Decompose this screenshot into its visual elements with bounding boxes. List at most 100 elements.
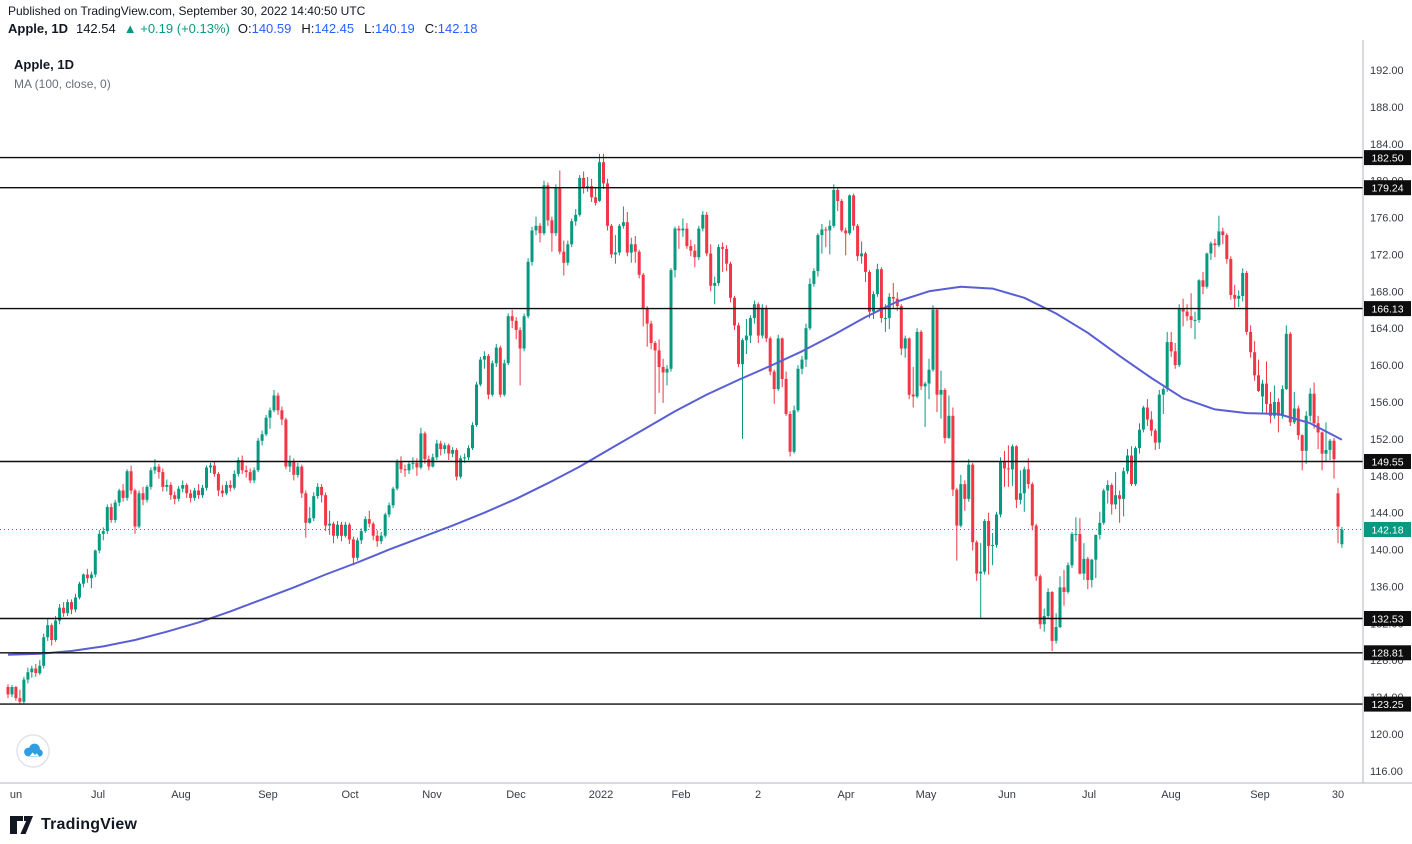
candle bbox=[1130, 446, 1133, 486]
candle-body bbox=[62, 607, 66, 614]
legend-symbol[interactable]: Apple, 1D bbox=[14, 57, 74, 72]
x-axis-label[interactable]: Aug bbox=[1161, 789, 1181, 801]
legend-ma-indicator[interactable]: MA (100, close, 0) bbox=[14, 77, 111, 91]
candle bbox=[915, 328, 919, 399]
candle bbox=[681, 218, 685, 237]
candle-body bbox=[748, 318, 752, 336]
candle bbox=[1217, 215, 1221, 248]
candle bbox=[133, 488, 137, 534]
x-axis-label[interactable]: Oct bbox=[341, 789, 358, 801]
x-axis-label[interactable]: un bbox=[10, 789, 22, 801]
candle-body bbox=[891, 296, 895, 299]
candle-body bbox=[752, 304, 756, 318]
x-axis-label[interactable]: Feb bbox=[672, 789, 691, 801]
y-axis-tick-label: 192.00 bbox=[1370, 65, 1404, 77]
x-axis-label[interactable]: 30 bbox=[1332, 789, 1344, 801]
candle-body bbox=[772, 371, 776, 390]
price-chart-canvas[interactable]: 192.00188.00184.00180.00176.00172.00168.… bbox=[0, 40, 1412, 805]
candle-body bbox=[1054, 627, 1058, 641]
x-axis-label[interactable]: Aug bbox=[171, 789, 191, 801]
candle-body bbox=[1261, 383, 1264, 397]
candle bbox=[1312, 382, 1316, 429]
candle-body bbox=[1102, 490, 1106, 523]
candle-body bbox=[1265, 383, 1268, 404]
candle-body bbox=[1114, 495, 1118, 505]
candle-body bbox=[70, 602, 73, 610]
candle bbox=[494, 343, 498, 367]
x-axis-label[interactable]: Jul bbox=[1082, 789, 1096, 801]
x-axis-label[interactable]: Apr bbox=[837, 789, 854, 801]
candle bbox=[725, 245, 729, 271]
candle-body bbox=[463, 457, 467, 459]
candle bbox=[459, 455, 463, 479]
y-axis-tick-label: 140.00 bbox=[1370, 545, 1404, 557]
x-axis-label[interactable]: 2022 bbox=[589, 789, 613, 801]
time-axis[interactable] bbox=[0, 783, 1412, 805]
tradingview-logo-icon[interactable] bbox=[9, 815, 34, 835]
x-axis-label[interactable]: 2 bbox=[755, 789, 761, 801]
candle-body bbox=[776, 338, 780, 390]
candle bbox=[316, 483, 320, 499]
candle-body bbox=[1205, 253, 1209, 287]
candle-body bbox=[594, 197, 598, 203]
candle-body bbox=[66, 602, 70, 614]
candle-body bbox=[1014, 446, 1018, 500]
candle bbox=[768, 336, 772, 376]
candle bbox=[824, 226, 828, 248]
candle-body bbox=[1177, 308, 1181, 366]
svg-text:182.50: 182.50 bbox=[1371, 152, 1403, 164]
candle bbox=[407, 461, 411, 474]
candle-body bbox=[1340, 529, 1344, 545]
candle bbox=[224, 481, 228, 496]
x-axis-label[interactable]: May bbox=[916, 789, 937, 801]
candle bbox=[105, 504, 109, 534]
candle bbox=[351, 536, 355, 566]
candle bbox=[1304, 411, 1308, 464]
candle-body bbox=[697, 228, 701, 258]
candle bbox=[490, 360, 494, 397]
candle-body bbox=[669, 270, 673, 369]
candle bbox=[788, 411, 792, 457]
candle-body bbox=[1296, 408, 1300, 436]
candle bbox=[30, 665, 34, 678]
candle-body bbox=[399, 461, 403, 470]
candle bbox=[943, 388, 947, 444]
candle-body bbox=[185, 485, 189, 494]
x-axis-label[interactable]: Dec bbox=[506, 789, 526, 801]
candle bbox=[752, 300, 756, 324]
candle bbox=[252, 467, 256, 484]
candle bbox=[169, 482, 173, 500]
candle bbox=[963, 480, 967, 511]
y-axis-tick-label: 152.00 bbox=[1370, 434, 1404, 446]
x-axis-label[interactable]: Sep bbox=[1250, 789, 1270, 801]
tradingview-watermark[interactable] bbox=[16, 734, 50, 768]
candle-body bbox=[1058, 587, 1062, 628]
candle bbox=[471, 422, 474, 450]
candle bbox=[1181, 298, 1185, 327]
candle-body bbox=[383, 514, 387, 536]
ma-100-line[interactable] bbox=[7, 285, 1343, 656]
candle-body bbox=[506, 316, 510, 364]
candle bbox=[848, 194, 852, 236]
open-label: O: bbox=[237, 21, 252, 36]
chart-area[interactable]: 192.00188.00184.00180.00176.00172.00168.… bbox=[0, 40, 1412, 805]
candle bbox=[209, 462, 212, 473]
candle-body bbox=[1082, 558, 1086, 574]
candle-body bbox=[201, 487, 204, 496]
candle-body bbox=[637, 251, 641, 275]
candle-body bbox=[1197, 280, 1201, 320]
tradingview-wordmark[interactable]: TradingView bbox=[41, 815, 138, 833]
candle bbox=[629, 237, 633, 263]
x-axis-label[interactable]: Jul bbox=[91, 789, 105, 801]
svg-text:132.53: 132.53 bbox=[1371, 613, 1403, 625]
candle bbox=[383, 512, 387, 538]
x-axis-label[interactable]: Sep bbox=[258, 789, 278, 801]
x-axis-label[interactable]: Nov bbox=[422, 789, 442, 801]
x-axis-label[interactable]: Jun bbox=[998, 789, 1016, 801]
candle bbox=[486, 354, 490, 400]
candle-body bbox=[395, 461, 399, 489]
candle bbox=[93, 549, 97, 578]
candle bbox=[1328, 438, 1332, 461]
candle-body bbox=[1110, 485, 1114, 505]
open-value: 140.59 bbox=[251, 21, 292, 36]
